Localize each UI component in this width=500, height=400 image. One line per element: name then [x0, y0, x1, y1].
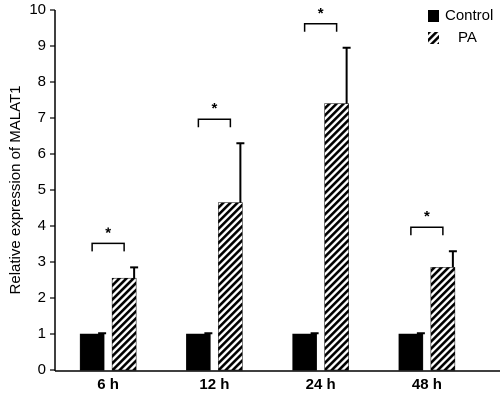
error-bar: [204, 332, 213, 335]
bar: [324, 103, 349, 371]
significance-mark: *: [211, 100, 217, 117]
error-bar: [310, 332, 319, 335]
y-tick-label: 10: [29, 1, 46, 18]
bar: [111, 277, 137, 371]
significance-bracket: [91, 242, 125, 252]
bar: [430, 267, 456, 371]
significance-bracket: [410, 226, 444, 236]
y-tick-label: 0: [38, 361, 46, 378]
bar: [218, 202, 243, 371]
legend-swatch: [428, 10, 439, 22]
x-tick-label: 6 h: [97, 376, 119, 393]
error-bar: [448, 250, 457, 268]
x-tick-label: 24 h: [306, 376, 336, 393]
legend-label: Control: [445, 7, 493, 24]
y-tick-label: 6: [38, 145, 46, 162]
error-bar: [342, 46, 351, 104]
significance-mark: *: [424, 208, 430, 225]
bar: [292, 333, 317, 371]
error-bar: [130, 266, 139, 279]
significance-bracket: [303, 23, 338, 32]
x-tick-label: 12 h: [199, 376, 229, 393]
y-tick-label: 1: [38, 325, 46, 342]
bar: [79, 333, 105, 371]
y-tick-label: 2: [38, 289, 46, 306]
error-bar: [98, 332, 107, 335]
y-axis-label: Relative expression of MALAT1: [7, 86, 24, 295]
legend-label: PA: [458, 29, 477, 46]
y-tick-label: 3: [38, 253, 46, 270]
y-tick-label: 8: [38, 73, 46, 90]
significance-mark: *: [318, 5, 324, 22]
x-tick-label: 48 h: [412, 376, 442, 393]
bar: [186, 333, 211, 371]
error-bar: [416, 332, 425, 335]
y-tick-label: 5: [38, 181, 46, 198]
y-tick-label: 4: [38, 217, 46, 234]
bar: [398, 333, 424, 371]
y-tick-label: 9: [38, 37, 46, 54]
legend-swatch: [428, 32, 439, 44]
y-tick-label: 7: [38, 109, 46, 126]
error-bar: [236, 142, 245, 203]
significance-mark: *: [105, 224, 111, 241]
significance-bracket: [197, 118, 232, 128]
